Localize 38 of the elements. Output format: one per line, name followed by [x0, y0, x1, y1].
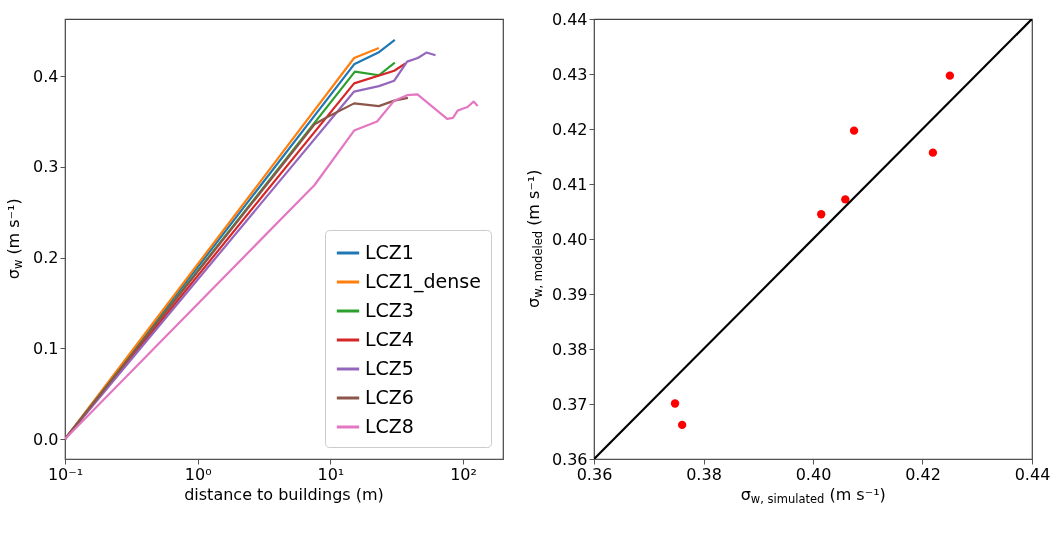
- point: [677, 420, 687, 430]
- y-tick-label: 0.41: [551, 174, 588, 194]
- x-tick-label: 10⁰: [184, 464, 212, 484]
- y-tick-label: 0.42: [551, 119, 588, 139]
- x-tick-label: 0.40: [795, 464, 832, 484]
- legend-label: LCZ8: [365, 415, 414, 437]
- x-tick-label: 0.42: [905, 464, 941, 484]
- y-tick-label: 0.3: [33, 157, 59, 177]
- legend-label: LCZ5: [365, 357, 414, 379]
- y-tick-label: 0.39: [551, 284, 588, 304]
- legend-label: LCZ4: [365, 328, 414, 350]
- x-tick-label: 0.44: [1014, 464, 1051, 484]
- x-axis-title: distance to buildings (m): [184, 485, 384, 504]
- x-tick-label: 10¹: [317, 464, 345, 484]
- y-tick-label: 0.38: [551, 339, 588, 359]
- point: [817, 210, 826, 219]
- point: [841, 195, 850, 204]
- y-axis-title: σw, modeled (m s⁻¹): [523, 169, 545, 309]
- x-tick-label: 0.38: [686, 464, 722, 484]
- y-tick-label: 0.1: [33, 338, 59, 358]
- point: [849, 126, 859, 135]
- y-tick-label: 0.37: [551, 394, 588, 414]
- point: [928, 148, 938, 157]
- y-axis-title: σw (m s⁻¹): [4, 198, 26, 280]
- point: [945, 71, 955, 80]
- y-tick-label: 0.43: [551, 64, 588, 84]
- y-tick-label: 0.2: [33, 248, 59, 268]
- legend-label: LCZ6: [365, 386, 414, 408]
- point: [670, 399, 680, 408]
- legend-label: LCZ3: [365, 299, 414, 321]
- y-tick-label: 0.44: [551, 9, 588, 29]
- legend-label: LCZ1: [365, 241, 414, 263]
- y-tick-label: 0.4: [33, 66, 59, 86]
- x-tick-label: 10²: [450, 464, 477, 484]
- x-tick-label: 10⁻¹: [47, 464, 84, 484]
- y-tick-label: 0.40: [551, 229, 588, 249]
- y-tick-label: 0.0: [33, 429, 59, 449]
- legend-label: LCZ1_dense: [365, 270, 481, 293]
